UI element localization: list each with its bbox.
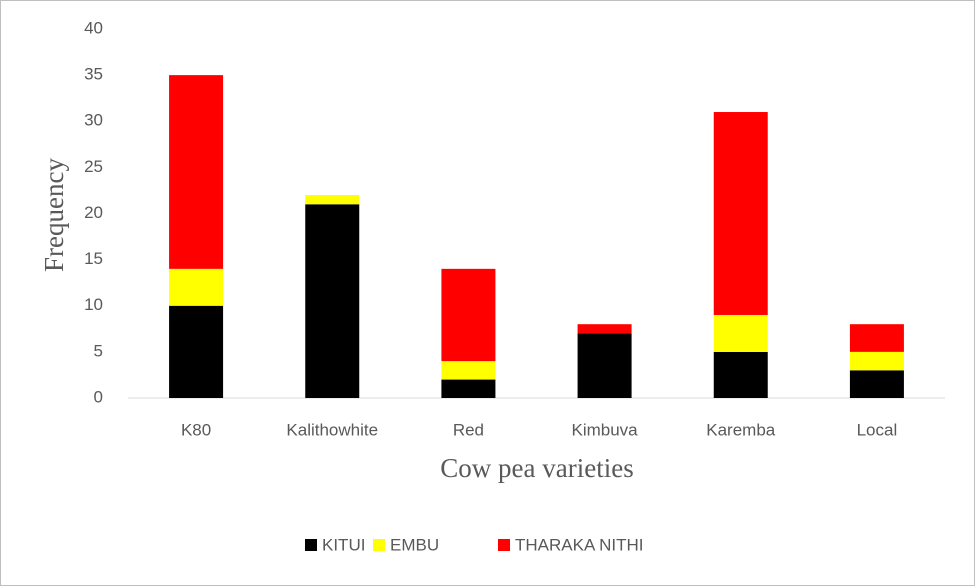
x-tick-label: Karemba — [706, 420, 776, 439]
y-tick-label: 15 — [84, 249, 103, 268]
bar-segment — [713, 351, 768, 398]
x-tick-label: Kalithowhite — [286, 420, 378, 439]
bar-segment — [305, 195, 360, 205]
y-tick-label: 10 — [84, 295, 103, 314]
bar-segment — [441, 268, 496, 362]
x-axis-title: Cow pea varieties — [440, 453, 633, 483]
y-tick-label: 20 — [84, 203, 103, 222]
legend-swatch — [305, 539, 317, 551]
x-tick-label: Kimbuva — [572, 420, 639, 439]
bar-segment — [305, 204, 360, 398]
bar-segment — [441, 379, 496, 398]
bar-segment — [577, 324, 632, 334]
y-axis-title: Frequency — [39, 158, 69, 272]
y-tick-label: 40 — [84, 18, 103, 37]
legend-label: THARAKA NITHI — [515, 535, 643, 554]
legend-label: KITUI — [322, 535, 365, 554]
bar-segment — [169, 305, 224, 398]
bar-segment — [849, 370, 904, 398]
y-tick-label: 5 — [94, 341, 103, 360]
bar-segment — [849, 351, 904, 371]
y-tick-label: 0 — [94, 387, 103, 406]
x-tick-label: Red — [453, 420, 484, 439]
bar-segment — [577, 333, 632, 398]
x-tick-label: Local — [857, 420, 898, 439]
bar-segment — [713, 112, 768, 315]
legend-swatch — [498, 539, 510, 551]
y-tick-label: 30 — [84, 111, 103, 130]
bar-segment — [441, 361, 496, 380]
legend-swatch — [373, 539, 385, 551]
y-tick-label: 35 — [84, 65, 103, 84]
bar-segment — [169, 268, 224, 306]
bar-segment — [849, 324, 904, 352]
legend-label: EMBU — [390, 535, 439, 554]
y-tick-label: 25 — [84, 157, 103, 176]
bar-segment — [169, 75, 224, 269]
x-tick-label: K80 — [181, 420, 211, 439]
bar-segment — [713, 314, 768, 352]
